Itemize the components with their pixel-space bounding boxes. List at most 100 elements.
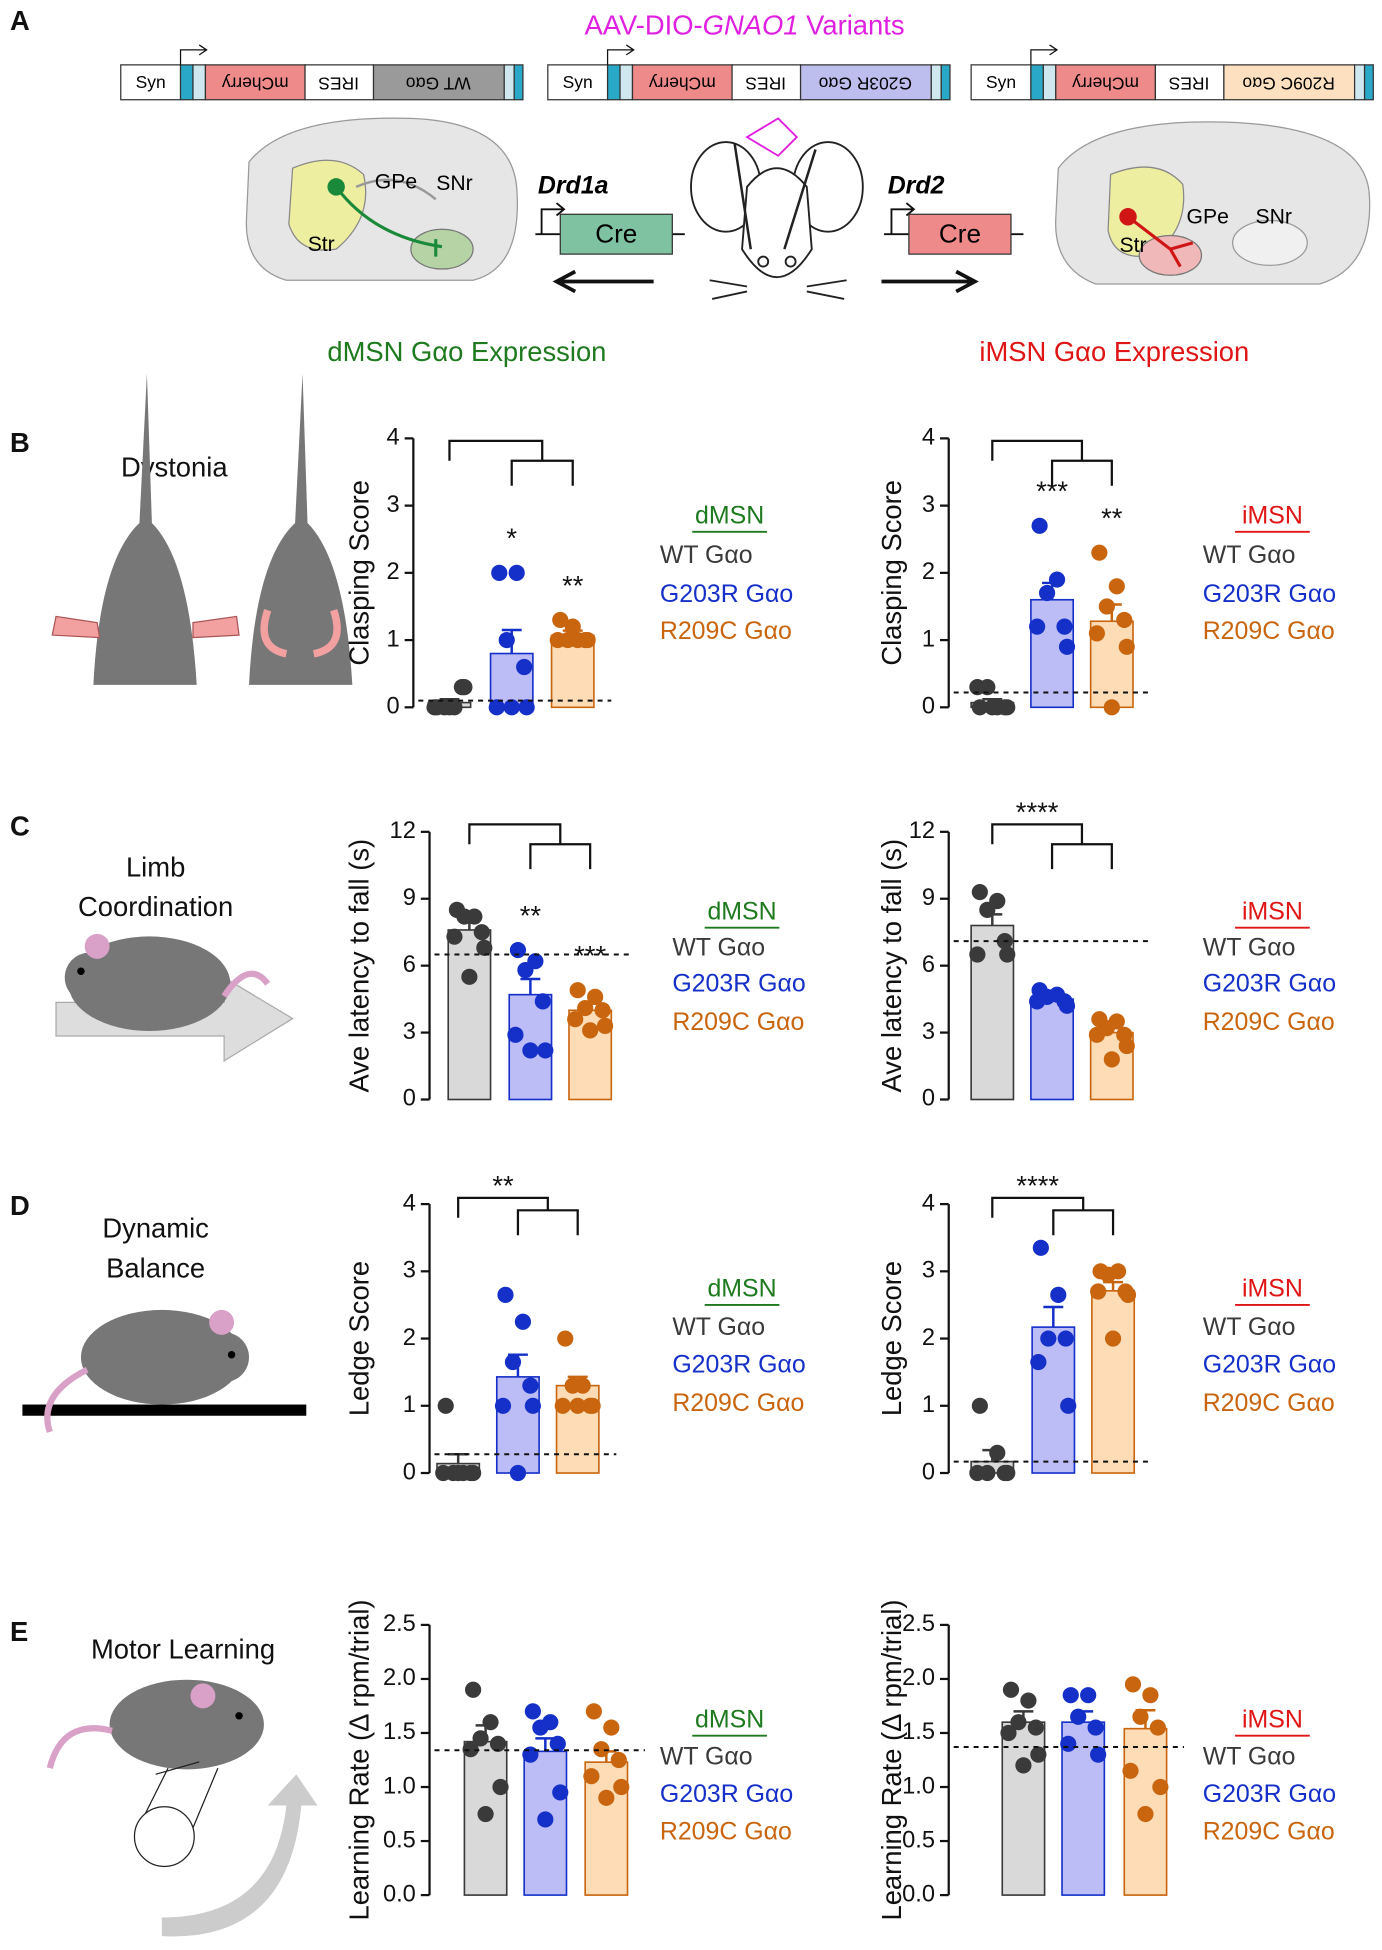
data-point: [1099, 1266, 1117, 1283]
bar-chart: 0 3 6 9 12 Ave latency to fall (s) WT Gαo ** G20…: [343, 818, 805, 1112]
y-tick-label: 2.5: [383, 1611, 416, 1637]
legend-entry: WT Gαo: [660, 1743, 753, 1771]
data-point: [610, 1751, 627, 1769]
test-label: Coordination: [78, 891, 233, 922]
data-point: [1020, 1692, 1037, 1709]
data-point: [1087, 1719, 1104, 1736]
data-point: [462, 1741, 479, 1758]
data-point: [969, 679, 986, 696]
y-tick-label: 1.5: [902, 1719, 935, 1745]
y-tick-label: 9: [922, 885, 935, 911]
y-tick-label: 4: [387, 425, 400, 451]
driver-gene: Drd2: [888, 171, 945, 199]
legend-title: iMSN: [1242, 501, 1303, 529]
data-point: [554, 1397, 571, 1414]
data-point: [569, 982, 586, 999]
panel-label: A: [10, 5, 30, 36]
data-point: [435, 1464, 452, 1482]
data-point: [476, 939, 493, 956]
legend-entry: R209C Gαo: [672, 1389, 804, 1417]
construct-segment: [503, 64, 515, 101]
legend-entry: R209C Gαo: [1203, 1008, 1335, 1036]
data-point: [564, 1377, 581, 1394]
driver-cre: Cre: [595, 218, 637, 248]
construct-segment: [631, 64, 733, 101]
legend-entry: G203R Gαo: [1203, 970, 1336, 998]
data-point: [514, 1313, 532, 1330]
data-point: [1029, 618, 1046, 635]
panel-label: B: [10, 427, 30, 458]
bracket-label: **: [492, 1170, 514, 1201]
data-point: [498, 631, 515, 649]
data-point: [1048, 571, 1066, 588]
y-tick-label: 3: [403, 1258, 416, 1284]
y-tick-label: 0.5: [902, 1827, 935, 1853]
y-tick-label: 4: [403, 1190, 416, 1216]
data-point: [1050, 1286, 1067, 1303]
bracket-label: ****: [1016, 797, 1059, 828]
bar-chart: 0 1 2 3 4 Ledge Score WT Gαo G203R Gαo R209C Gαo…: [343, 1170, 805, 1485]
driver-right: Drd2 Cre: [881, 171, 1024, 294]
significance-bracket: [991, 439, 1113, 486]
construct-element: mCherry: [649, 74, 716, 94]
data-point: [522, 1042, 539, 1059]
promoter-arrow: [606, 44, 635, 65]
data-point: [1080, 1687, 1097, 1704]
data-point: [497, 1286, 514, 1303]
panel-label: E: [10, 1616, 28, 1647]
bracket-label: ****: [1016, 1170, 1059, 1201]
data-point: [465, 1681, 482, 1698]
data-point: [1015, 1757, 1032, 1774]
data-point: [450, 1464, 467, 1482]
data-point: [534, 993, 551, 1010]
data-point: [473, 924, 490, 941]
data-point: [984, 699, 1001, 716]
data-point: [1132, 1708, 1149, 1725]
y-tick-label: 0: [922, 694, 935, 720]
y-tick-label: 1: [922, 626, 935, 652]
y-tick-label: 1: [922, 1392, 935, 1418]
test-label: Limb: [126, 851, 185, 882]
significance-bracket: [991, 823, 1113, 870]
data-point: [1098, 598, 1115, 615]
data-point: [1090, 1746, 1107, 1763]
test-label: Balance: [106, 1252, 205, 1283]
data-point: [489, 1735, 507, 1752]
y-tick-label: 0: [922, 1459, 935, 1485]
bar: [1091, 1290, 1136, 1474]
data-point: [971, 1397, 988, 1414]
legend-entry: R209C Gαo: [672, 1008, 804, 1036]
y-tick-label: 9: [403, 885, 416, 911]
legend-entry: G203R Gαo: [672, 970, 805, 998]
vector-title: AAV-DIO-GNAO1 Variants: [585, 10, 905, 41]
construct-element: IRES: [745, 74, 786, 94]
brain-left: Str GPe SNr: [245, 117, 518, 281]
data-point: [1122, 1762, 1139, 1779]
y-tick-label: 4: [922, 1190, 935, 1216]
data-point: [557, 1330, 574, 1347]
data-point: [461, 968, 478, 985]
data-point: [1149, 1719, 1166, 1736]
data-point: [552, 1784, 569, 1801]
data-point: [1104, 1330, 1122, 1347]
bar-chart: 0 1 2 3 4 Clasping Score WT Gαo * G203R Gαo ** R20…: [343, 425, 793, 720]
bar: [1030, 998, 1075, 1101]
construct-segment: [731, 64, 802, 101]
data-point: [477, 1805, 494, 1823]
y-tick-label: 3: [403, 1019, 416, 1045]
significance-bracket: [468, 823, 592, 870]
y-axis-title: Learning Rate (Δ rpm/trial): [343, 1599, 374, 1920]
y-tick-label: 2.0: [902, 1665, 935, 1691]
mouse-injection: [690, 117, 864, 300]
data-point: [509, 941, 527, 959]
vector-part: Variants: [799, 10, 905, 41]
data-point: [504, 1353, 522, 1371]
data-point: [552, 611, 569, 629]
construct-element: IRES: [318, 74, 359, 94]
data-point: [1118, 1037, 1135, 1055]
data-point: [1057, 1330, 1074, 1347]
data-point: [1030, 1353, 1047, 1371]
data-point: [503, 699, 520, 716]
y-tick-label: 0.0: [383, 1881, 416, 1907]
